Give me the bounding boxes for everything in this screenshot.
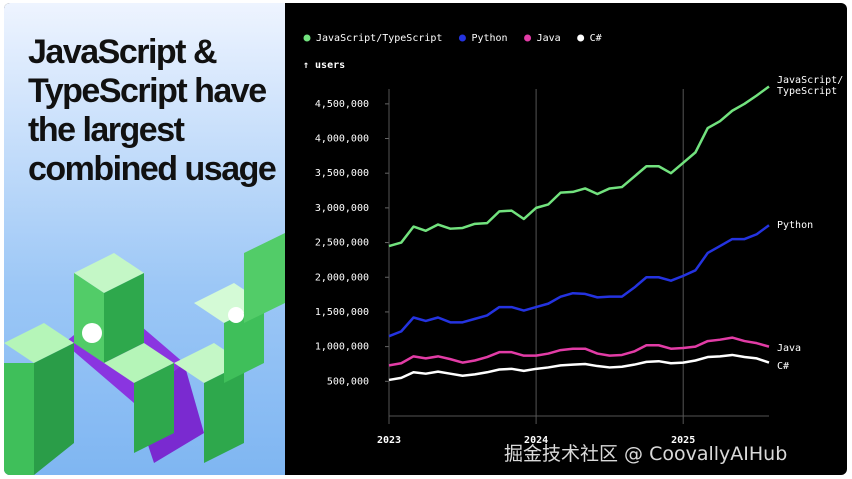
legend-label: Python	[471, 33, 507, 44]
y-tick-label: 1,000,000	[315, 342, 369, 353]
decoration	[4, 233, 285, 475]
legend-label: C#	[590, 33, 602, 44]
y-tick-label: 2,000,000	[315, 272, 369, 283]
series-line	[388, 353, 770, 382]
left-panel: JavaScript & TypeScript have the largest…	[4, 3, 285, 475]
legend-swatch	[524, 34, 532, 42]
y-tick-label: 1,500,000	[315, 307, 369, 318]
end-label: C#	[777, 361, 790, 373]
series-line	[388, 85, 770, 248]
x-tick-label: 2025	[671, 435, 695, 446]
watermark: 掘金技术社区 @ CoovallyAIHub	[504, 443, 788, 465]
legend-label: JavaScript/TypeScript	[316, 33, 442, 44]
end-label: JavaScript/TypeScript	[777, 75, 844, 98]
series-line	[388, 224, 770, 338]
legend-swatch	[458, 34, 466, 42]
y-tick-label: 3,500,000	[315, 168, 369, 179]
end-label: Python	[777, 219, 814, 231]
series-line	[388, 336, 770, 367]
y-axis-label: ↑ users	[303, 60, 345, 71]
legend-swatch	[303, 34, 311, 42]
chart: JavaScript/TypeScript Python Java C# ↑ users…	[303, 33, 770, 446]
y-tick-label: 500,000	[327, 376, 369, 387]
x-tick-label: 2023	[377, 435, 401, 446]
y-tick-label: 2,500,000	[315, 238, 369, 249]
y-tick-label: 3,000,000	[315, 203, 369, 214]
x-tick-label: 2024	[524, 435, 548, 446]
headline: JavaScript & TypeScript have the largest…	[28, 33, 277, 188]
y-tick-label: 4,500,000	[315, 99, 369, 110]
y-tick-label: 4,000,000	[315, 134, 369, 145]
card: JavaScript & TypeScript have the largest…	[4, 3, 847, 475]
legend-label: Java	[537, 33, 561, 44]
legend-swatch	[577, 34, 585, 42]
end-label: Java	[777, 343, 802, 355]
